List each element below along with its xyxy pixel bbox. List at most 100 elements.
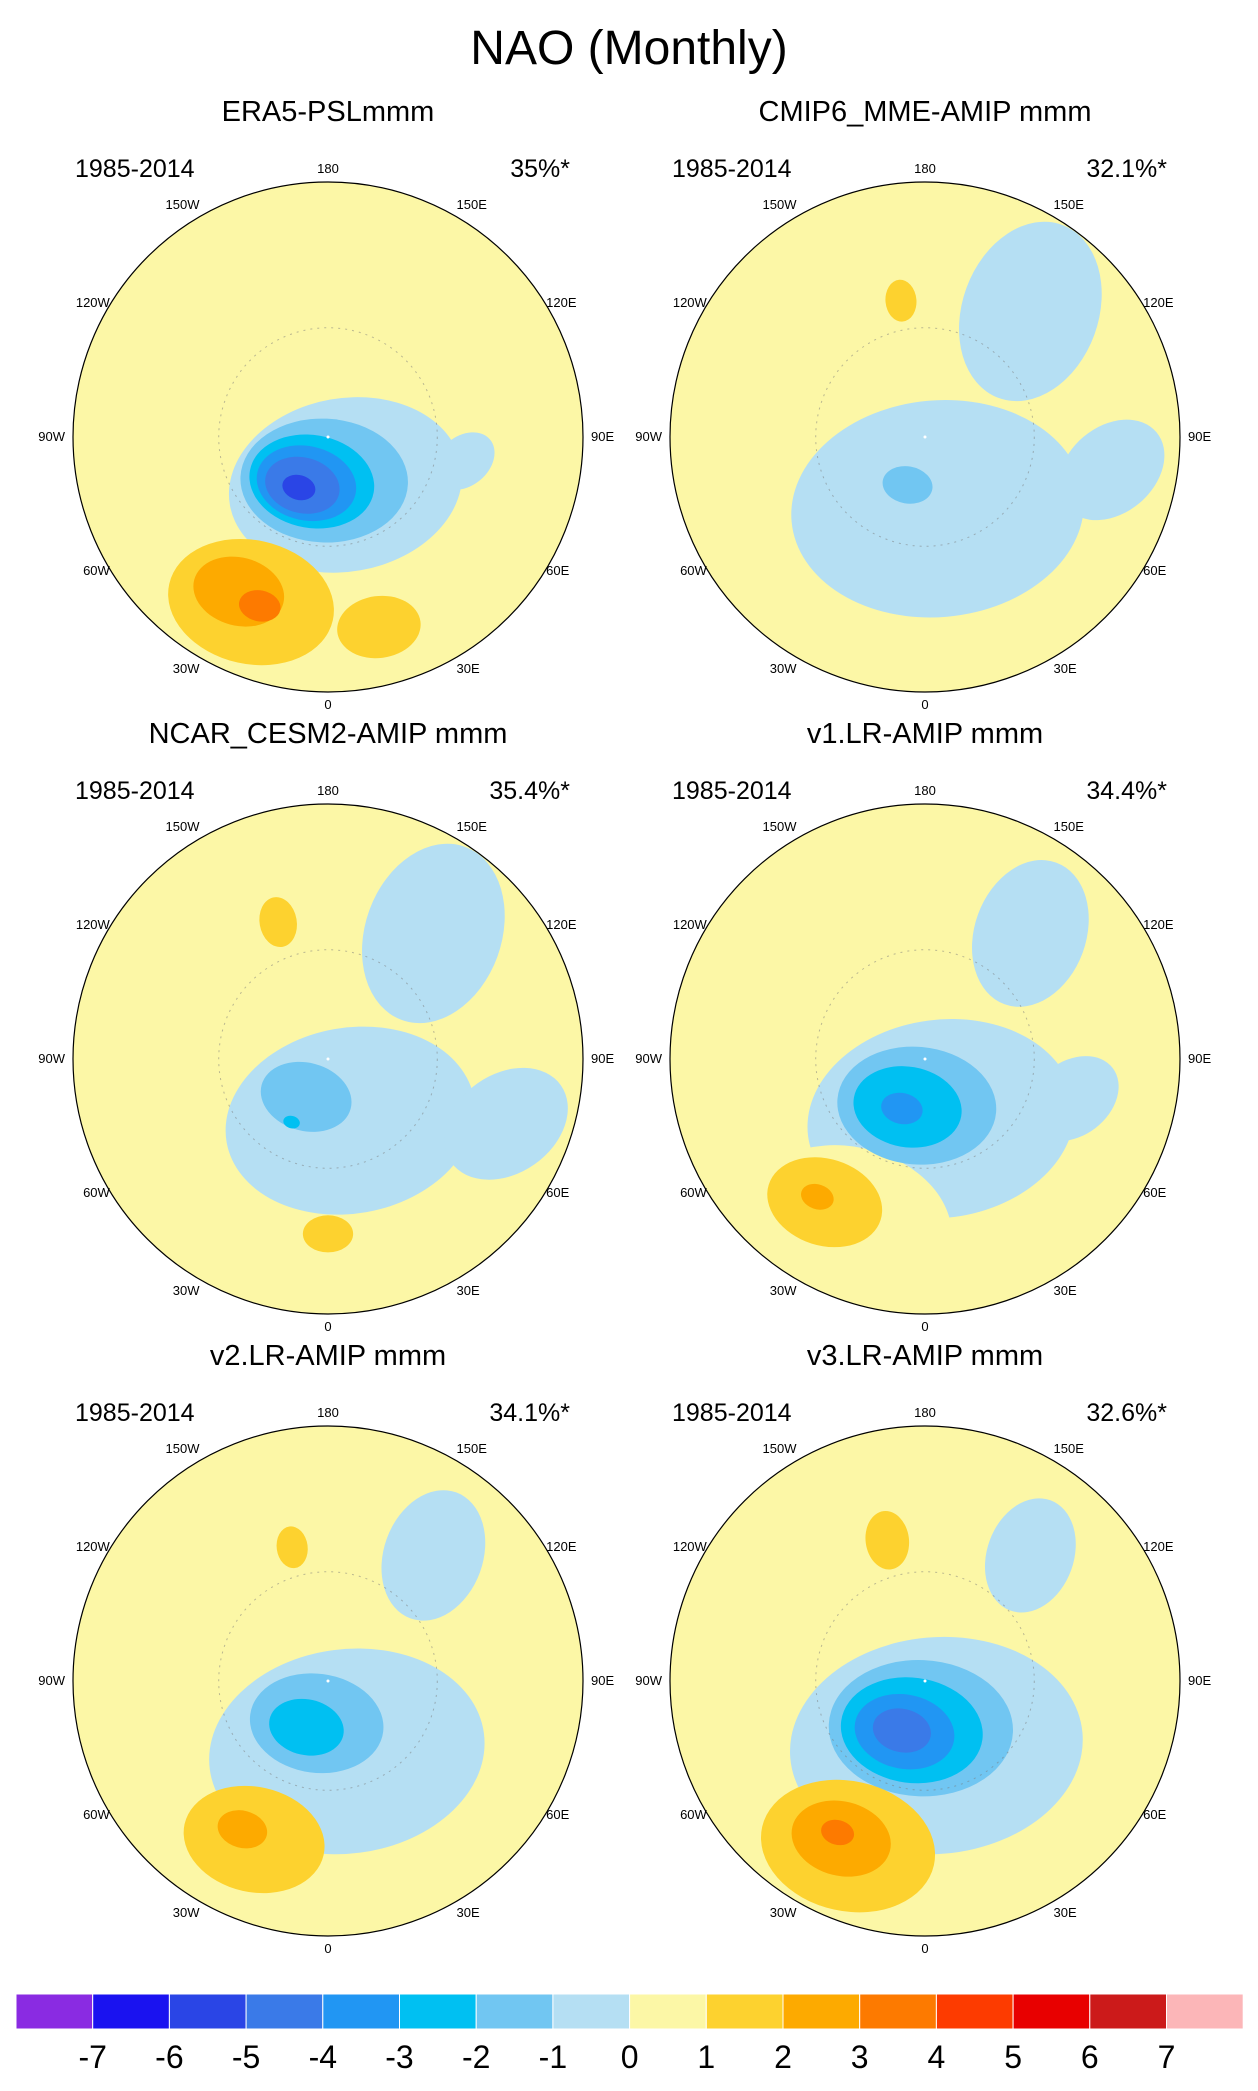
colorbar-swatch bbox=[552, 1993, 631, 2030]
longitude-label: 120E bbox=[546, 295, 577, 310]
colorbar-tick-label: 1 bbox=[697, 2039, 715, 2075]
colorbar-swatch bbox=[168, 1993, 247, 2030]
anomaly-contour bbox=[872, 1708, 931, 1753]
longitude-label: 120W bbox=[673, 1539, 708, 1554]
panel-period: 1985-2014 bbox=[75, 155, 195, 183]
anomaly-contour bbox=[885, 279, 917, 322]
anomaly-contour bbox=[282, 474, 316, 501]
panel-variance: 35.4%* bbox=[489, 777, 570, 805]
longitude-label: 150E bbox=[1054, 1441, 1085, 1456]
longitude-label: 30E bbox=[457, 1283, 480, 1298]
longitude-label: 60E bbox=[1143, 563, 1166, 578]
anomaly-contour bbox=[821, 1819, 855, 1846]
longitude-label: 60W bbox=[83, 563, 110, 578]
colorbar-swatch bbox=[859, 1993, 937, 2030]
longitude-label: 0 bbox=[921, 1941, 928, 1956]
longitude-label: 30E bbox=[1054, 1283, 1077, 1298]
longitude-label: 90W bbox=[635, 1051, 662, 1066]
anomaly-contour bbox=[881, 1092, 923, 1125]
longitude-label: 150W bbox=[763, 1441, 798, 1456]
colorbar-swatch bbox=[935, 1993, 1014, 2030]
colorbar-swatch bbox=[15, 1993, 94, 2030]
longitude-label: 150W bbox=[166, 819, 201, 834]
map-border bbox=[669, 1425, 1181, 1937]
longitude-label: 150E bbox=[457, 1441, 488, 1456]
panel-variance: 32.6%* bbox=[1086, 1399, 1167, 1427]
longitude-label: 90E bbox=[1188, 429, 1211, 444]
longitude-label: 120E bbox=[1143, 295, 1174, 310]
colorbar-tick-label: -2 bbox=[462, 2039, 490, 2075]
north-pole-marker bbox=[326, 1679, 330, 1683]
longitude-label: 180 bbox=[914, 783, 936, 798]
longitude-label: 120E bbox=[546, 917, 577, 932]
latitude-circle bbox=[815, 949, 1035, 1169]
latitude-circle bbox=[218, 1571, 438, 1791]
panel-period: 1985-2014 bbox=[672, 155, 792, 183]
panel-title: v2.LR-AMIP mmm bbox=[210, 1340, 446, 1372]
colorbar-tick-label: 0 bbox=[621, 2039, 639, 2075]
longitude-label: 90W bbox=[38, 429, 65, 444]
longitude-label: 120W bbox=[76, 1539, 111, 1554]
colorbar-tick-label: -3 bbox=[385, 2039, 413, 2075]
longitude-label: 120E bbox=[546, 1539, 577, 1554]
longitude-label: 90E bbox=[591, 1673, 614, 1688]
panel-title: ERA5-PSLmmm bbox=[222, 96, 435, 128]
longitude-label: 150E bbox=[457, 819, 488, 834]
longitude-label: 90E bbox=[1188, 1051, 1211, 1066]
colorbar-swatch bbox=[245, 1993, 324, 2030]
colorbar-swatch bbox=[1166, 1993, 1244, 2030]
longitude-label: 120W bbox=[673, 917, 708, 932]
longitude-label: 60W bbox=[680, 1807, 707, 1822]
colorbar-swatch bbox=[1089, 1993, 1168, 2030]
longitude-label: 150W bbox=[166, 1441, 201, 1456]
longitude-label: 0 bbox=[324, 697, 331, 712]
north-pole-marker bbox=[923, 1057, 927, 1061]
longitude-label: 180 bbox=[317, 783, 339, 798]
longitude-label: 90E bbox=[591, 1051, 614, 1066]
colorbar-tick-label: 7 bbox=[1158, 2039, 1176, 2075]
longitude-label: 150W bbox=[763, 197, 798, 212]
colorbar-tick-label: 3 bbox=[851, 2039, 869, 2075]
longitude-label: 30E bbox=[1054, 661, 1077, 676]
longitude-label: 60W bbox=[680, 563, 707, 578]
longitude-label: 180 bbox=[317, 1405, 339, 1420]
anomaly-contour bbox=[971, 860, 1089, 1007]
anomaly-contour bbox=[283, 1115, 300, 1129]
longitude-label: 90E bbox=[591, 429, 614, 444]
anomaly-contour bbox=[337, 595, 421, 659]
map-border bbox=[669, 803, 1181, 1315]
anomaly-contour bbox=[238, 590, 281, 622]
latitude-circle bbox=[218, 949, 438, 1169]
map-border bbox=[669, 181, 1181, 693]
anomaly-contour bbox=[302, 1215, 354, 1253]
longitude-label: 60E bbox=[546, 1185, 569, 1200]
panel-title: CMIP6_MME-AMIP mmm bbox=[759, 96, 1092, 128]
longitude-label: 30E bbox=[457, 661, 480, 676]
colorbar-swatch bbox=[1012, 1993, 1091, 2030]
longitude-label: 60W bbox=[83, 1807, 110, 1822]
anomaly-contour bbox=[260, 1061, 352, 1132]
longitude-label: 180 bbox=[317, 161, 339, 176]
longitude-label: 90E bbox=[1188, 1673, 1211, 1688]
anomaly-contour bbox=[959, 221, 1102, 402]
longitude-label: 30E bbox=[457, 1905, 480, 1920]
anomaly-contour bbox=[984, 1498, 1076, 1613]
longitude-label: 150E bbox=[1054, 819, 1085, 834]
panel-title: NCAR_CESM2-AMIP mmm bbox=[149, 718, 508, 750]
anomaly-contour bbox=[1058, 419, 1165, 521]
anomaly-contour bbox=[882, 466, 933, 504]
colorbar-tick-label: -5 bbox=[232, 2039, 260, 2075]
north-pole-marker bbox=[326, 435, 330, 439]
colorbar-tick-label: 4 bbox=[928, 2039, 946, 2075]
panel-title: v1.LR-AMIP mmm bbox=[807, 718, 1043, 750]
map-border bbox=[72, 181, 584, 693]
map-border bbox=[72, 1425, 584, 1937]
colorbar-tick-label: 2 bbox=[774, 2039, 792, 2075]
colorbar-swatch bbox=[322, 1993, 400, 2030]
longitude-label: 120W bbox=[76, 295, 111, 310]
longitude-label: 180 bbox=[914, 1405, 936, 1420]
panel-variance: 35%* bbox=[510, 155, 570, 183]
panel-variance: 32.1%* bbox=[1086, 155, 1167, 183]
colorbar-tick-label: -1 bbox=[539, 2039, 567, 2075]
